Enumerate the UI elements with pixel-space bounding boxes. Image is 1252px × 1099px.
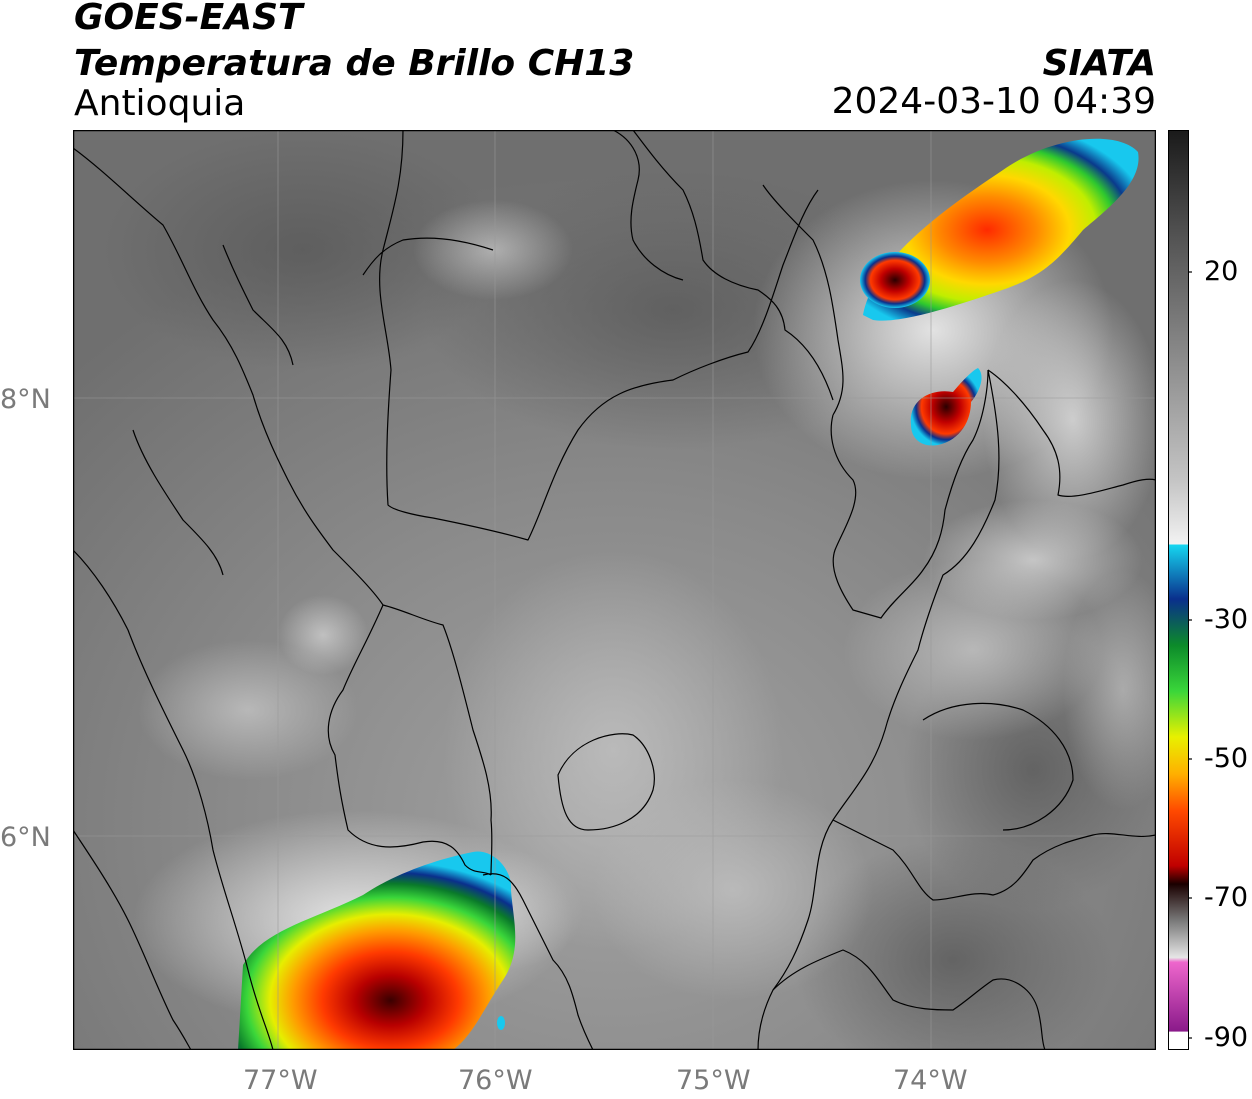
colorbar-tick-label: 20	[1204, 256, 1239, 287]
brightness-temperature-map	[73, 130, 1156, 1050]
light-cloud-west	[138, 640, 358, 780]
title-product: Temperatura de Brillo CH13	[74, 43, 635, 84]
storm-core-northeast	[860, 252, 930, 308]
lon-tick-label: 75°W	[676, 1065, 751, 1096]
lon-tick-label: 77°W	[243, 1065, 318, 1096]
white-patch-e	[923, 500, 1143, 620]
colorbar-tick-label: -70	[1204, 882, 1249, 913]
colorbar-ticks	[1188, 271, 1192, 1039]
lat-tick-label: 8°N	[0, 384, 51, 415]
lat-tick-label: 6°N	[0, 822, 51, 853]
storm-speck	[497, 1016, 505, 1030]
colorbar-tick-label: -30	[1204, 604, 1249, 635]
dark-cloud-nw	[103, 130, 503, 370]
colorbar-gradient	[1168, 130, 1189, 1050]
storm-cell-northeast	[863, 138, 1139, 321]
white-anvil-e	[983, 280, 1156, 560]
political-boundaries	[73, 130, 1156, 1050]
title-satellite: GOES-EAST	[74, 0, 303, 38]
colorbar-tick-label: -50	[1204, 743, 1249, 774]
storm-cell-east	[910, 368, 982, 446]
agency-label: SIATA	[1042, 43, 1156, 84]
colorbar	[1168, 130, 1192, 1050]
white-patch-far-e	[1063, 570, 1156, 810]
lon-tick-label: 76°W	[458, 1065, 533, 1096]
lon-tick-label: 74°W	[893, 1065, 968, 1096]
datetime-label: 2024-03-10 04:39	[831, 81, 1156, 122]
title-region: Antioquia	[74, 83, 246, 124]
light-cloud-south	[593, 780, 873, 1000]
storm-cell-southwest	[238, 851, 516, 1050]
white-patch-west	[278, 595, 368, 675]
graticule	[73, 130, 1156, 1050]
map-frame	[73, 130, 1156, 1050]
colorbar-tick-label: -90	[1204, 1022, 1249, 1053]
